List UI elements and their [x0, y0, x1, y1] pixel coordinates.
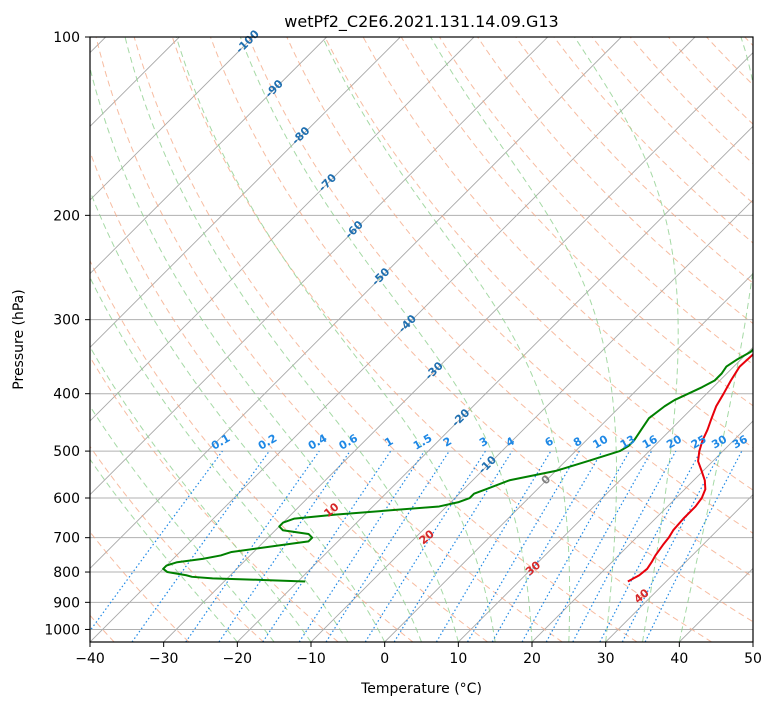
dewpoint-profile-line — [162, 348, 753, 583]
dry-adiabat — [171, 37, 712, 642]
temperature-profile-line — [627, 353, 753, 583]
mixing-ratio-line — [572, 450, 677, 642]
dry-adiabat — [477, 37, 753, 325]
y-tick-label: 1000 — [44, 622, 80, 638]
moist-adiabat — [90, 276, 349, 642]
dry-adiabat — [400, 37, 753, 407]
isotherm-line — [163, 52, 753, 642]
dry-adiabat — [248, 37, 753, 578]
y-tick-label: 700 — [53, 531, 80, 547]
isotherm-line — [90, 37, 548, 496]
y-tick-label: 800 — [53, 565, 80, 581]
x-axis: −40 −30 −20 −10 0 10 20 30 40 50 — [75, 642, 762, 667]
mixing-ratio-line — [131, 450, 270, 642]
dry-adiabat — [95, 37, 563, 642]
plot-frame — [89, 36, 754, 643]
isotherm-line — [237, 125, 753, 642]
isotherm-line — [90, 37, 401, 348]
x-tick-label: 0 — [380, 651, 389, 667]
y-tick-label: 500 — [53, 444, 80, 460]
dry-adiabat — [629, 37, 753, 165]
x-tick-label: −20 — [223, 651, 253, 667]
x-tick-label: −10 — [296, 651, 326, 667]
y-tick-label: 900 — [53, 595, 80, 611]
isotherm-line — [90, 37, 254, 201]
mixing-ratio-line — [545, 450, 653, 642]
isotherm-line — [458, 346, 753, 642]
mixing-ratio-line — [393, 450, 513, 642]
x-axis-label: Temperature (°C) — [360, 681, 482, 697]
y-axis-label: Pressure (hPa) — [11, 289, 27, 389]
x-tick-label: −30 — [149, 651, 179, 667]
y-tick-label: 200 — [53, 208, 80, 224]
moist-adiabat — [90, 66, 422, 642]
x-tick-label: 20 — [523, 651, 541, 667]
y-tick-label: 400 — [53, 387, 80, 403]
dry-adiabat — [90, 259, 414, 642]
series-layer — [162, 348, 753, 583]
mixing-ratio-line — [218, 450, 351, 642]
isotherm-line — [384, 273, 753, 642]
moist-adiabat — [678, 37, 753, 642]
mixing-ratio-line — [466, 450, 580, 642]
moist-adiabat — [175, 37, 496, 642]
x-tick-label: 30 — [597, 651, 615, 667]
background-lines — [90, 37, 753, 642]
mixing-ratio-line — [325, 450, 450, 642]
isotherm-line — [605, 494, 753, 642]
moist-adiabat — [239, 37, 533, 642]
moist-adiabat — [90, 458, 238, 642]
y-tick-label: 600 — [53, 491, 80, 507]
moist-adiabat — [124, 37, 459, 642]
y-axis: 100 200 300 400 500 600 700 800 900 1000 — [44, 30, 90, 638]
mixing-ratio-line — [185, 450, 320, 642]
moist-adiabat — [574, 37, 679, 642]
y-tick-label: 100 — [53, 30, 80, 46]
isotherm-line — [90, 37, 475, 422]
mixing-ratio-line — [521, 450, 631, 642]
mixing-ratio-line — [435, 450, 552, 642]
dry-adiabat — [515, 37, 753, 284]
dry-adiabat — [133, 37, 638, 642]
dry-adiabat — [362, 37, 753, 449]
dry-adiabat — [210, 37, 753, 623]
mixing-ratio-line — [364, 450, 486, 642]
moist-adiabat — [90, 189, 386, 642]
y-tick-label: 300 — [53, 313, 80, 329]
dry-adiabat — [324, 37, 753, 491]
mixing-ratio-line — [90, 450, 223, 632]
moist-adiabat — [90, 405, 275, 642]
dry-adiabat — [90, 445, 264, 642]
x-tick-label: 10 — [449, 651, 467, 667]
x-tick-label: 50 — [744, 651, 762, 667]
isotherm-line — [90, 37, 622, 569]
chart-title: wetPf2_C2E6.2021.131.14.09.G13 — [284, 12, 558, 32]
x-tick-label: 40 — [670, 651, 688, 667]
moist-adiabat — [90, 345, 312, 642]
x-tick-label: −40 — [75, 651, 105, 667]
isotherm-line — [531, 420, 753, 642]
isotherm-line — [90, 37, 327, 275]
mixing-ratio-line — [491, 450, 603, 642]
dry-adiabat — [591, 37, 753, 204]
moist-adiabat — [322, 37, 571, 642]
moist-adiabat — [430, 37, 618, 642]
